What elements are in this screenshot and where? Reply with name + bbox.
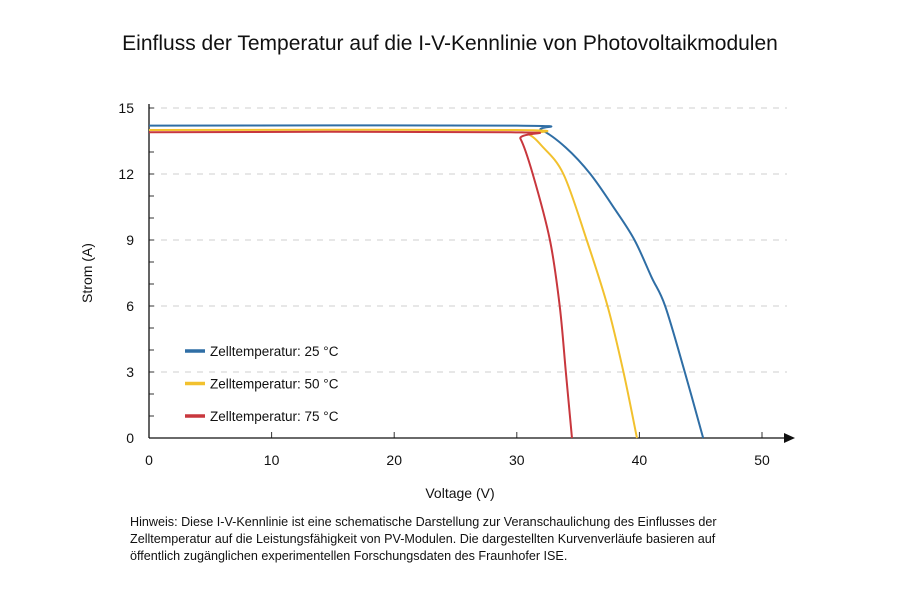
- series-line-2: [148, 130, 573, 439]
- y-tick-label: 9: [126, 232, 134, 248]
- x-axis-arrow-icon: [784, 433, 795, 443]
- x-tick-label: 0: [145, 452, 153, 468]
- legend-label: Zelltemperatur: 25 °C: [210, 344, 339, 359]
- x-axis-label: Voltage (V): [425, 485, 494, 501]
- chart-title: Einfluss der Temperatur auf die I-V-Kenn…: [122, 32, 778, 55]
- x-tick-label: 50: [754, 452, 770, 468]
- y-tick-label: 0: [126, 430, 134, 446]
- footnote: Hinweis: Diese I-V-Kennlinie ist eine sc…: [130, 515, 717, 563]
- x-tick-label: 40: [632, 452, 648, 468]
- series-line-0: [148, 124, 705, 439]
- y-tick-label: 12: [118, 166, 134, 182]
- legend-label: Zelltemperatur: 50 °C: [210, 377, 339, 392]
- x-tick-label: 30: [509, 452, 525, 468]
- legend-label: Zelltemperatur: 75 °C: [210, 409, 339, 424]
- y-axis-label: Strom (A): [79, 243, 95, 303]
- x-tick-label: 20: [386, 452, 402, 468]
- series-line-1: [148, 128, 638, 439]
- y-tick-label: 6: [126, 298, 134, 314]
- y-tick-label: 3: [126, 364, 134, 380]
- x-tick-label: 10: [264, 452, 280, 468]
- y-tick-label: 15: [118, 100, 134, 116]
